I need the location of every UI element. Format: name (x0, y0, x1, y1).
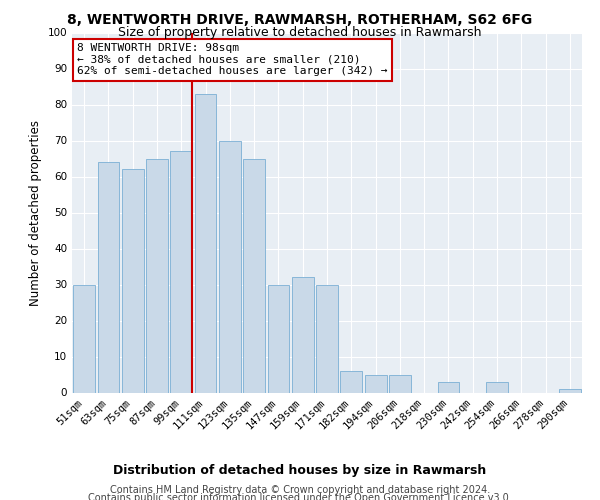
Bar (122, 170, 143, 392)
Bar (170, 152, 192, 392)
Bar (73, 284, 95, 393)
Text: Size of property relative to detached houses in Rawmarsh: Size of property relative to detached ho… (118, 26, 482, 39)
Bar (437, 382, 460, 392)
Text: 8 WENTWORTH DRIVE: 98sqm
← 38% of detached houses are smaller (210)
62% of semi-: 8 WENTWORTH DRIVE: 98sqm ← 38% of detach… (77, 44, 388, 76)
Bar (146, 158, 168, 392)
Bar (292, 278, 314, 392)
Bar (486, 382, 508, 392)
Bar (340, 371, 362, 392)
Bar (243, 158, 265, 392)
Text: Distribution of detached houses by size in Rawmarsh: Distribution of detached houses by size … (113, 464, 487, 477)
Bar (268, 284, 289, 393)
Bar (316, 284, 338, 393)
Text: Contains public sector information licensed under the Open Government Licence v3: Contains public sector information licen… (88, 493, 512, 500)
Bar (194, 94, 217, 393)
Bar (97, 162, 119, 392)
Bar (559, 389, 581, 392)
Text: Contains HM Land Registry data © Crown copyright and database right 2024.: Contains HM Land Registry data © Crown c… (110, 485, 490, 495)
Y-axis label: Number of detached properties: Number of detached properties (29, 120, 42, 306)
Bar (219, 140, 241, 392)
Bar (389, 374, 411, 392)
Bar (365, 374, 386, 392)
Text: 8, WENTWORTH DRIVE, RAWMARSH, ROTHERHAM, S62 6FG: 8, WENTWORTH DRIVE, RAWMARSH, ROTHERHAM,… (67, 12, 533, 26)
